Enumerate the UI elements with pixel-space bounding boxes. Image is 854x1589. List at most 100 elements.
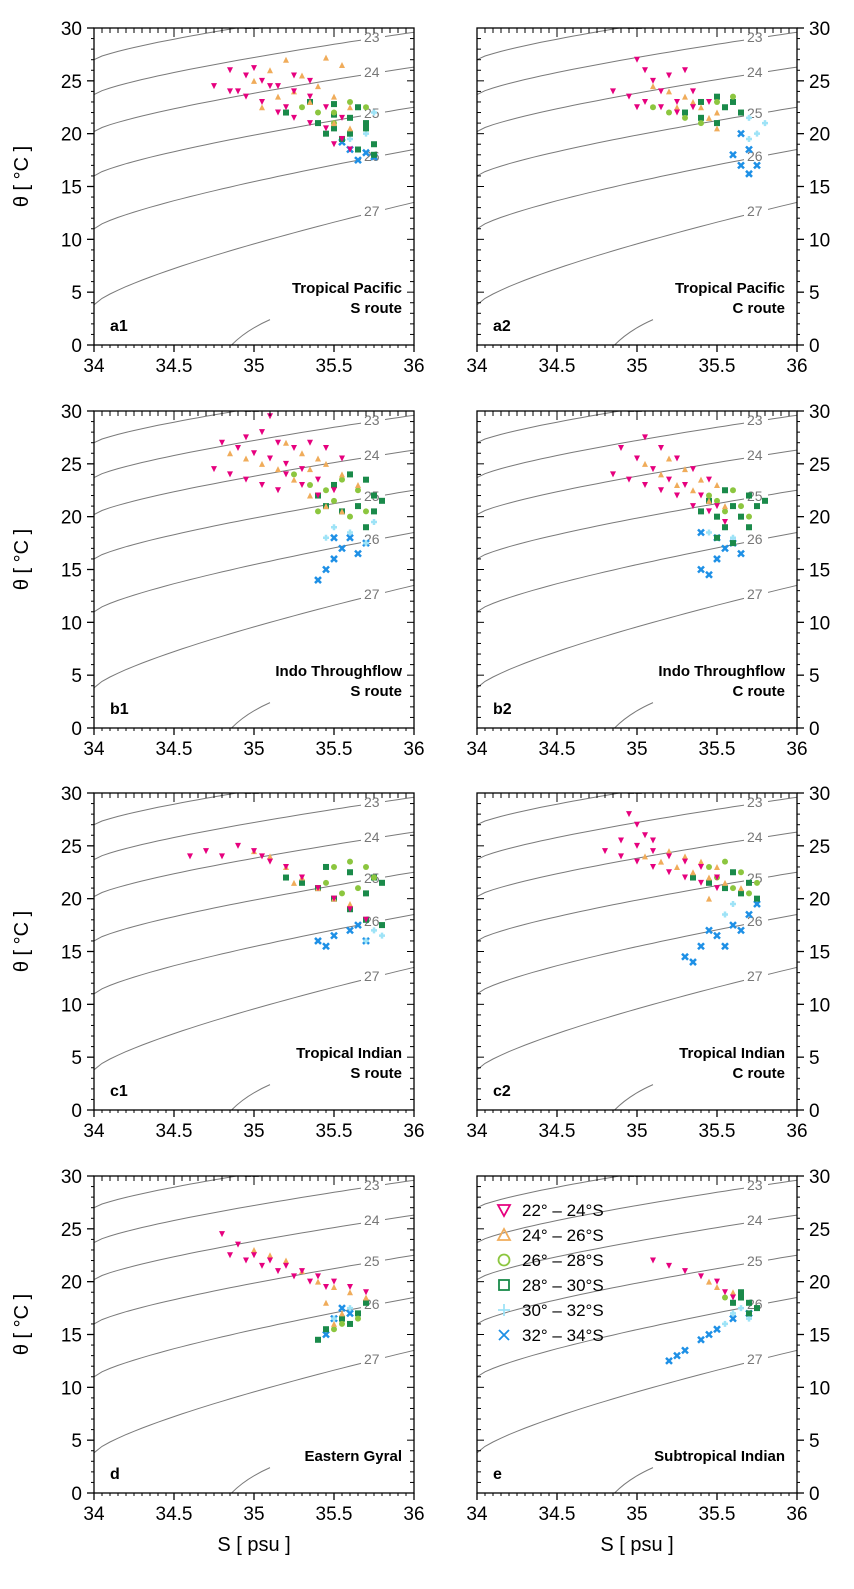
isopycnal-line	[94, 966, 414, 1071]
data-point	[634, 104, 640, 111]
data-point	[315, 492, 321, 499]
isopycnal-label-bg	[744, 1252, 768, 1269]
data-point	[666, 72, 672, 79]
data-point	[762, 120, 768, 127]
y-tick-label: 20	[809, 1273, 830, 1294]
data-point	[610, 88, 616, 95]
data-point	[323, 1326, 329, 1333]
isopycnal-label: 24	[747, 447, 763, 463]
isopycnal-line	[94, 449, 414, 516]
data-point	[315, 109, 321, 116]
data-point	[730, 900, 736, 907]
data-point	[299, 1268, 305, 1275]
isopycnal-line	[94, 1179, 414, 1244]
legend-label: 26° – 28°S	[522, 1251, 604, 1270]
x-tick-label: 34	[466, 356, 488, 377]
data-point	[753, 900, 761, 908]
data-point	[642, 832, 648, 839]
data-point	[299, 72, 305, 79]
data-point	[347, 900, 353, 907]
isopycnal-label-bg	[744, 203, 768, 220]
data-point	[283, 874, 289, 881]
data-point	[706, 476, 712, 483]
data-point	[746, 135, 752, 142]
isopycnal-label: 22	[627, 16, 643, 32]
isopycnal-line	[477, 793, 623, 826]
data-point	[666, 88, 672, 95]
y-tick-label: 30	[809, 1167, 830, 1188]
y-tick-label: 10	[809, 230, 830, 251]
isopycnal-label-bg	[744, 64, 768, 81]
data-point	[722, 858, 728, 865]
data-point	[697, 942, 705, 951]
data-point	[754, 503, 760, 510]
data-point	[666, 848, 672, 855]
data-point	[363, 1289, 369, 1296]
panel-title: Tropical Indian	[296, 1045, 402, 1062]
y-tick-label: 25	[809, 72, 830, 93]
isopycnal-label: 22	[244, 399, 260, 415]
data-point	[722, 1320, 728, 1327]
isopycnal-line	[94, 793, 240, 826]
data-point	[682, 1268, 688, 1275]
y-tick-label: 15	[809, 178, 830, 199]
isopycnal-label-bg	[361, 1177, 385, 1194]
data-point	[291, 1273, 297, 1280]
data-point	[746, 513, 752, 520]
data-point	[299, 450, 305, 457]
data-point	[211, 466, 217, 473]
data-point	[331, 895, 337, 902]
data-point	[354, 549, 362, 558]
data-point	[714, 481, 720, 488]
data-point	[283, 104, 289, 111]
y-tick-label: 5	[809, 1048, 820, 1069]
data-points	[602, 811, 761, 966]
data-point	[275, 93, 281, 100]
data-point	[323, 879, 329, 886]
data-point	[682, 114, 688, 121]
y-axis-title: θ [ °C ]	[11, 911, 33, 972]
data-point	[371, 874, 377, 881]
data-point	[363, 130, 369, 137]
y-tick-label: 30	[809, 19, 830, 40]
data-point	[291, 114, 297, 121]
data-point	[674, 104, 680, 111]
isopycnal-line	[94, 489, 414, 560]
data-point	[666, 455, 672, 462]
data-point	[347, 98, 353, 105]
legend-marker-circle	[497, 1253, 511, 1267]
x-tick-label: 35.5	[316, 1121, 353, 1142]
isopycnal-label: 25	[364, 1253, 380, 1269]
data-point	[323, 125, 329, 132]
isopycnal-label-bg	[361, 29, 385, 46]
data-point	[219, 439, 225, 446]
isopycnal-label: 23	[364, 794, 380, 810]
x-tick-label: 35	[243, 1121, 264, 1142]
y-tick-label: 5	[71, 666, 82, 687]
isopycnal-line	[477, 449, 797, 516]
isopycnal-label-bg	[241, 411, 265, 416]
data-point	[347, 104, 353, 111]
isopycnal-label: 23	[364, 1177, 380, 1193]
data-point	[706, 879, 712, 886]
data-point	[658, 858, 664, 865]
data-point	[714, 513, 720, 520]
data-point	[634, 821, 640, 828]
data-point	[722, 1289, 728, 1296]
data-point	[371, 141, 377, 148]
data-point	[642, 853, 648, 860]
isopycnal-line	[477, 66, 797, 133]
data-point	[299, 879, 305, 886]
isopycnal-label-bg	[361, 968, 385, 985]
data-point	[690, 104, 696, 111]
data-point	[251, 65, 257, 72]
data-point	[339, 61, 345, 68]
legend-marker-plus	[498, 1304, 510, 1316]
isopycnal-line	[477, 28, 623, 61]
data-point	[714, 885, 720, 892]
x-tick-label: 34	[83, 1504, 105, 1525]
data-point	[307, 120, 313, 127]
isopycnal-label-bg	[361, 586, 385, 603]
